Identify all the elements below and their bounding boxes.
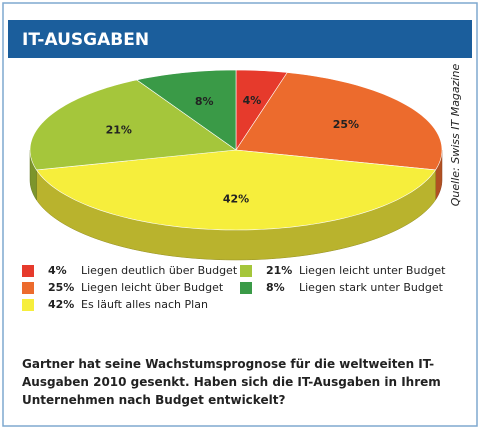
legend-label: Liegen leicht über Budget [81,281,224,294]
source: Quelle: Swiss IT Magazine [449,64,462,207]
legend-value: 25% [48,281,74,294]
legend-value: 4% [48,264,67,277]
legend-swatch [22,265,34,277]
slice [29,79,237,171]
slice-label: 8% [195,95,214,108]
legend-label: Liegen stark unter Budget [299,281,444,294]
legend: 4% Liegen deutlich über Budget 25% Liegen l… [22,264,446,311]
slice-label: 4% [243,94,262,107]
legend-value: 8% [266,281,285,294]
legend-value: 21% [266,264,292,277]
legend-label: Liegen deutlich über Budget [81,264,238,277]
slice-label: 42% [223,193,249,206]
legend-value: 42% [48,298,74,311]
question: Gartner hat seine Wachstumsprognose für … [22,357,441,407]
header-bar [8,20,472,58]
slice [136,69,237,151]
legend-swatch [22,299,34,311]
chart-title: IT-AUSGABEN [22,30,149,50]
slice [235,72,443,171]
pie: 4% 25% 42% 21% 8% [29,69,443,261]
legend-label: Es läuft alles nach Plan [81,298,208,311]
legend-swatch [240,282,252,294]
legend-swatch [240,265,252,277]
legend-label: Liegen leicht unter Budget [299,264,446,277]
slice-label: 25% [333,118,359,131]
legend-swatch [22,282,34,294]
slice [35,149,437,231]
slice-label: 21% [106,123,132,136]
slice [235,69,288,151]
